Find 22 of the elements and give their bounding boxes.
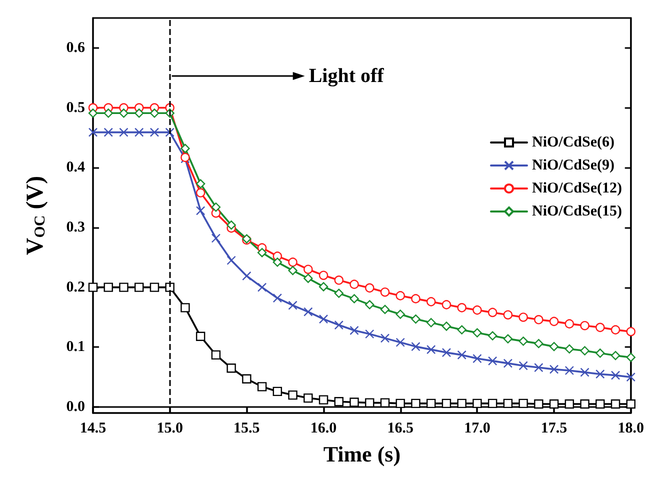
legend-label: NiO/CdSe(6) — [532, 134, 615, 150]
x-tick-label: 18.0 — [618, 420, 644, 436]
x-tick-label: 15.0 — [156, 420, 183, 436]
y-tick-label: 0.4 — [66, 160, 86, 176]
x-tick-label: 17.0 — [464, 420, 490, 436]
y-tick-label: 0.1 — [66, 339, 85, 356]
x-tick-label: 17.5 — [540, 420, 568, 436]
legend-label: NiO/CdSe(15) — [532, 204, 622, 220]
x-axis-title: Time (s) — [323, 442, 401, 466]
y-tick-label: 0.6 — [66, 40, 86, 56]
y-tick-label: 0.5 — [66, 100, 85, 116]
x-tick-label: 16.5 — [387, 420, 414, 436]
legend-label: NiO/CdSe(9) — [532, 158, 615, 174]
annotation: Light off — [308, 65, 384, 87]
y-tick-label: 0.3 — [66, 219, 85, 236]
y-axis-title: VOC (V) — [22, 176, 48, 256]
y-tick-label: 0.2 — [66, 279, 85, 296]
x-tick-label: 14.5 — [80, 420, 106, 436]
legend-label: NiO/CdSe(12) — [532, 180, 622, 196]
y-tick-label: 0.0 — [66, 399, 85, 416]
x-tick-label: 15.5 — [234, 420, 260, 436]
x-tick-label: 16.0 — [310, 420, 337, 436]
